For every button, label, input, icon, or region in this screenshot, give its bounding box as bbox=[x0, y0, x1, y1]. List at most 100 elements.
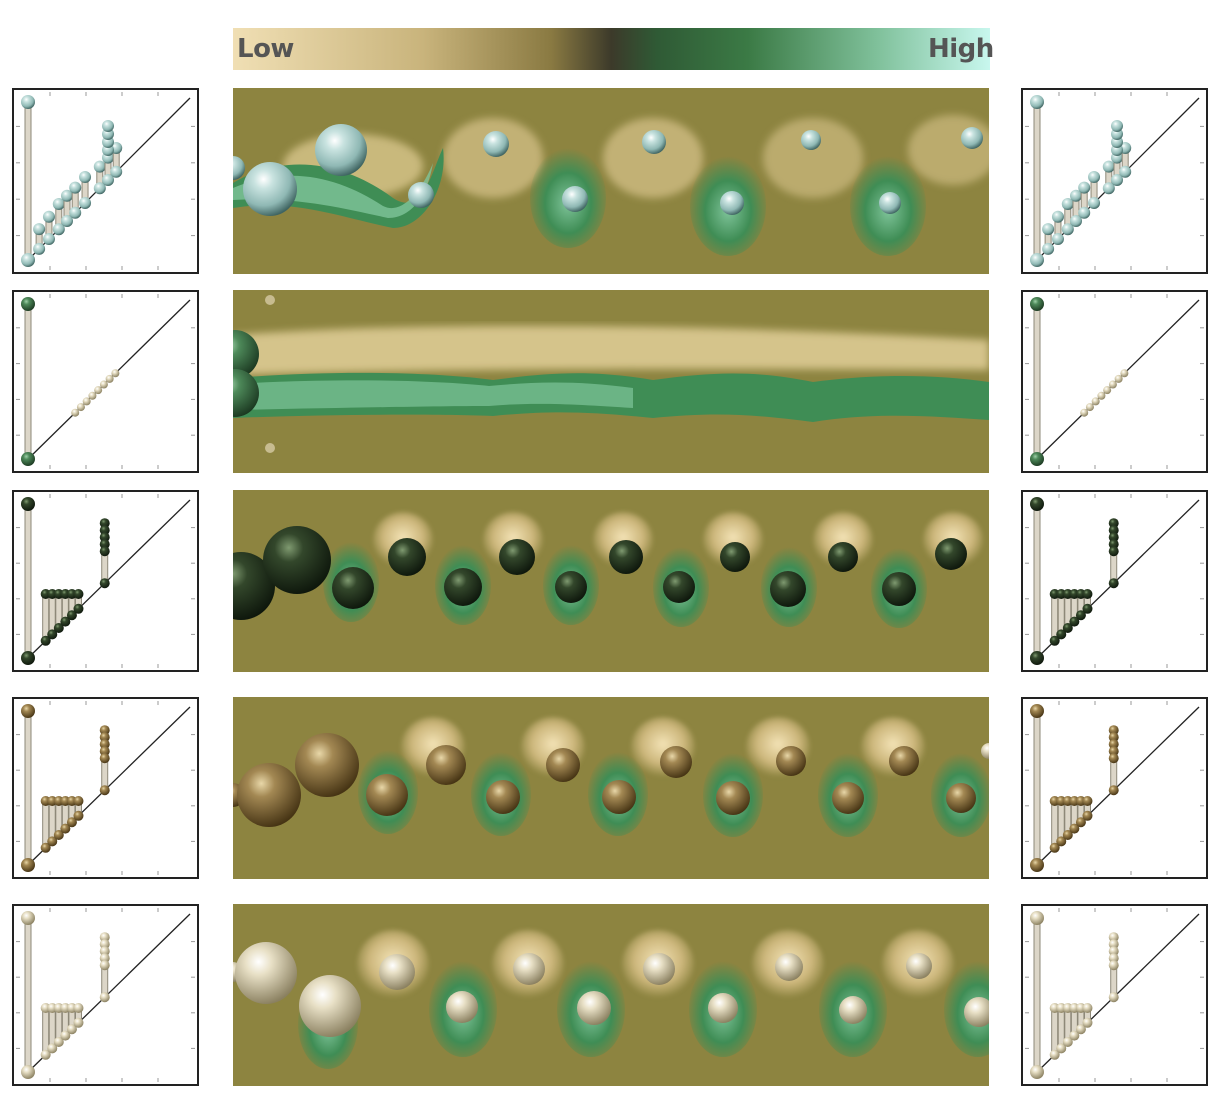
sphere-marker bbox=[1108, 578, 1119, 589]
sphere-marker bbox=[61, 215, 73, 227]
sphere-marker bbox=[40, 842, 51, 853]
sphere-marker bbox=[60, 616, 71, 627]
sphere-marker bbox=[33, 223, 46, 236]
sphere-marker bbox=[99, 960, 110, 971]
sphere-marker bbox=[1061, 198, 1074, 210]
sphere-marker bbox=[66, 817, 77, 828]
sphere-marker bbox=[1030, 858, 1044, 872]
sphere-marker bbox=[1030, 452, 1044, 466]
sphere-marker bbox=[1051, 210, 1064, 223]
structure-diagram-left-5 bbox=[12, 904, 199, 1086]
sphere-marker bbox=[1108, 539, 1119, 550]
sphere-marker bbox=[60, 823, 71, 834]
sphere-marker bbox=[110, 165, 123, 178]
sphere-marker bbox=[21, 497, 35, 511]
sphere-marker bbox=[1108, 746, 1119, 757]
sphere-marker bbox=[88, 391, 97, 400]
colorbar bbox=[233, 28, 990, 70]
sphere-marker bbox=[1108, 753, 1119, 764]
structure-diagram-right-4 bbox=[1021, 697, 1208, 879]
colorbar-high-label: High bbox=[928, 34, 994, 64]
sphere-marker bbox=[69, 181, 82, 194]
sphere-marker bbox=[93, 182, 106, 195]
structure-diagram-right-1 bbox=[1021, 88, 1208, 274]
sphere-marker bbox=[76, 403, 85, 412]
sphere-marker bbox=[42, 210, 55, 223]
sphere-marker bbox=[1070, 215, 1082, 227]
sphere-marker bbox=[1061, 223, 1074, 236]
sphere-marker bbox=[21, 95, 35, 109]
flow-field-row-5 bbox=[233, 904, 989, 1086]
sphere-marker bbox=[1102, 182, 1115, 195]
sphere-marker bbox=[42, 233, 55, 246]
sphere-marker bbox=[1056, 836, 1067, 847]
sphere-marker bbox=[99, 725, 110, 736]
sphere-marker bbox=[1108, 532, 1119, 543]
structure-diagram-left-2 bbox=[12, 290, 199, 473]
sphere-marker bbox=[99, 932, 110, 943]
sphere-marker bbox=[1119, 165, 1132, 178]
sphere-marker bbox=[53, 1037, 64, 1047]
sphere-marker bbox=[1082, 796, 1093, 806]
structure-diagram-right-2 bbox=[1021, 290, 1208, 473]
structure-diagram-left-4 bbox=[12, 697, 199, 879]
sphere-marker bbox=[53, 830, 64, 840]
sphere-marker bbox=[73, 1017, 84, 1028]
sphere-marker bbox=[99, 946, 110, 957]
sphere-marker bbox=[21, 1065, 35, 1079]
sphere-marker bbox=[99, 753, 110, 764]
sphere-marker bbox=[1069, 616, 1080, 627]
sphere-marker bbox=[1102, 160, 1115, 173]
sphere-marker bbox=[1075, 817, 1086, 828]
sphere-marker bbox=[66, 610, 77, 621]
sphere-marker bbox=[1082, 810, 1093, 821]
sphere-marker bbox=[1108, 939, 1119, 950]
sphere-marker bbox=[21, 858, 35, 872]
sphere-marker bbox=[73, 603, 84, 614]
sphere-marker bbox=[1108, 946, 1119, 957]
sphere-marker bbox=[1078, 206, 1091, 219]
sphere-marker bbox=[99, 953, 110, 964]
sphere-marker bbox=[60, 1030, 71, 1041]
sphere-marker bbox=[99, 578, 110, 589]
sphere-marker bbox=[1049, 1049, 1060, 1060]
sphere-marker bbox=[1108, 785, 1119, 796]
sphere-marker bbox=[1075, 1024, 1086, 1035]
sphere-marker bbox=[1030, 297, 1044, 311]
sphere-marker bbox=[1108, 992, 1119, 1003]
sphere-marker bbox=[47, 629, 58, 640]
sphere-marker bbox=[1108, 546, 1119, 557]
sphere-marker bbox=[99, 532, 110, 543]
sphere-marker bbox=[93, 160, 106, 173]
sphere-marker bbox=[99, 518, 110, 529]
sphere-marker bbox=[21, 253, 35, 267]
sphere-marker bbox=[1049, 842, 1060, 853]
sphere-marker bbox=[1085, 403, 1094, 412]
sphere-marker bbox=[73, 589, 84, 599]
sphere-marker bbox=[99, 739, 110, 750]
sphere-marker bbox=[1108, 960, 1119, 971]
structure-diagram-right-5 bbox=[1021, 904, 1208, 1086]
flow-field-row-4 bbox=[233, 697, 989, 879]
sphere-marker bbox=[52, 223, 65, 236]
flow-field-row-3 bbox=[233, 490, 989, 672]
sphere-marker bbox=[1111, 174, 1123, 186]
sphere-marker bbox=[1108, 380, 1117, 389]
sphere-marker bbox=[1056, 629, 1067, 640]
sphere-marker bbox=[1103, 386, 1112, 395]
sphere-marker bbox=[53, 623, 64, 633]
sphere-marker bbox=[1030, 497, 1044, 511]
sphere-marker bbox=[73, 1003, 84, 1013]
sphere-marker bbox=[1042, 223, 1055, 236]
sphere-marker bbox=[1108, 932, 1119, 943]
sphere-marker bbox=[73, 796, 84, 806]
sphere-marker bbox=[1062, 623, 1073, 633]
sphere-marker bbox=[1108, 518, 1119, 529]
sphere-marker bbox=[21, 704, 35, 718]
sphere-marker bbox=[102, 120, 114, 132]
flow-field-row-2 bbox=[233, 290, 989, 473]
sphere-marker bbox=[1030, 253, 1044, 267]
sphere-marker bbox=[73, 810, 84, 821]
sphere-marker bbox=[1082, 589, 1093, 599]
sphere-marker bbox=[52, 198, 65, 210]
